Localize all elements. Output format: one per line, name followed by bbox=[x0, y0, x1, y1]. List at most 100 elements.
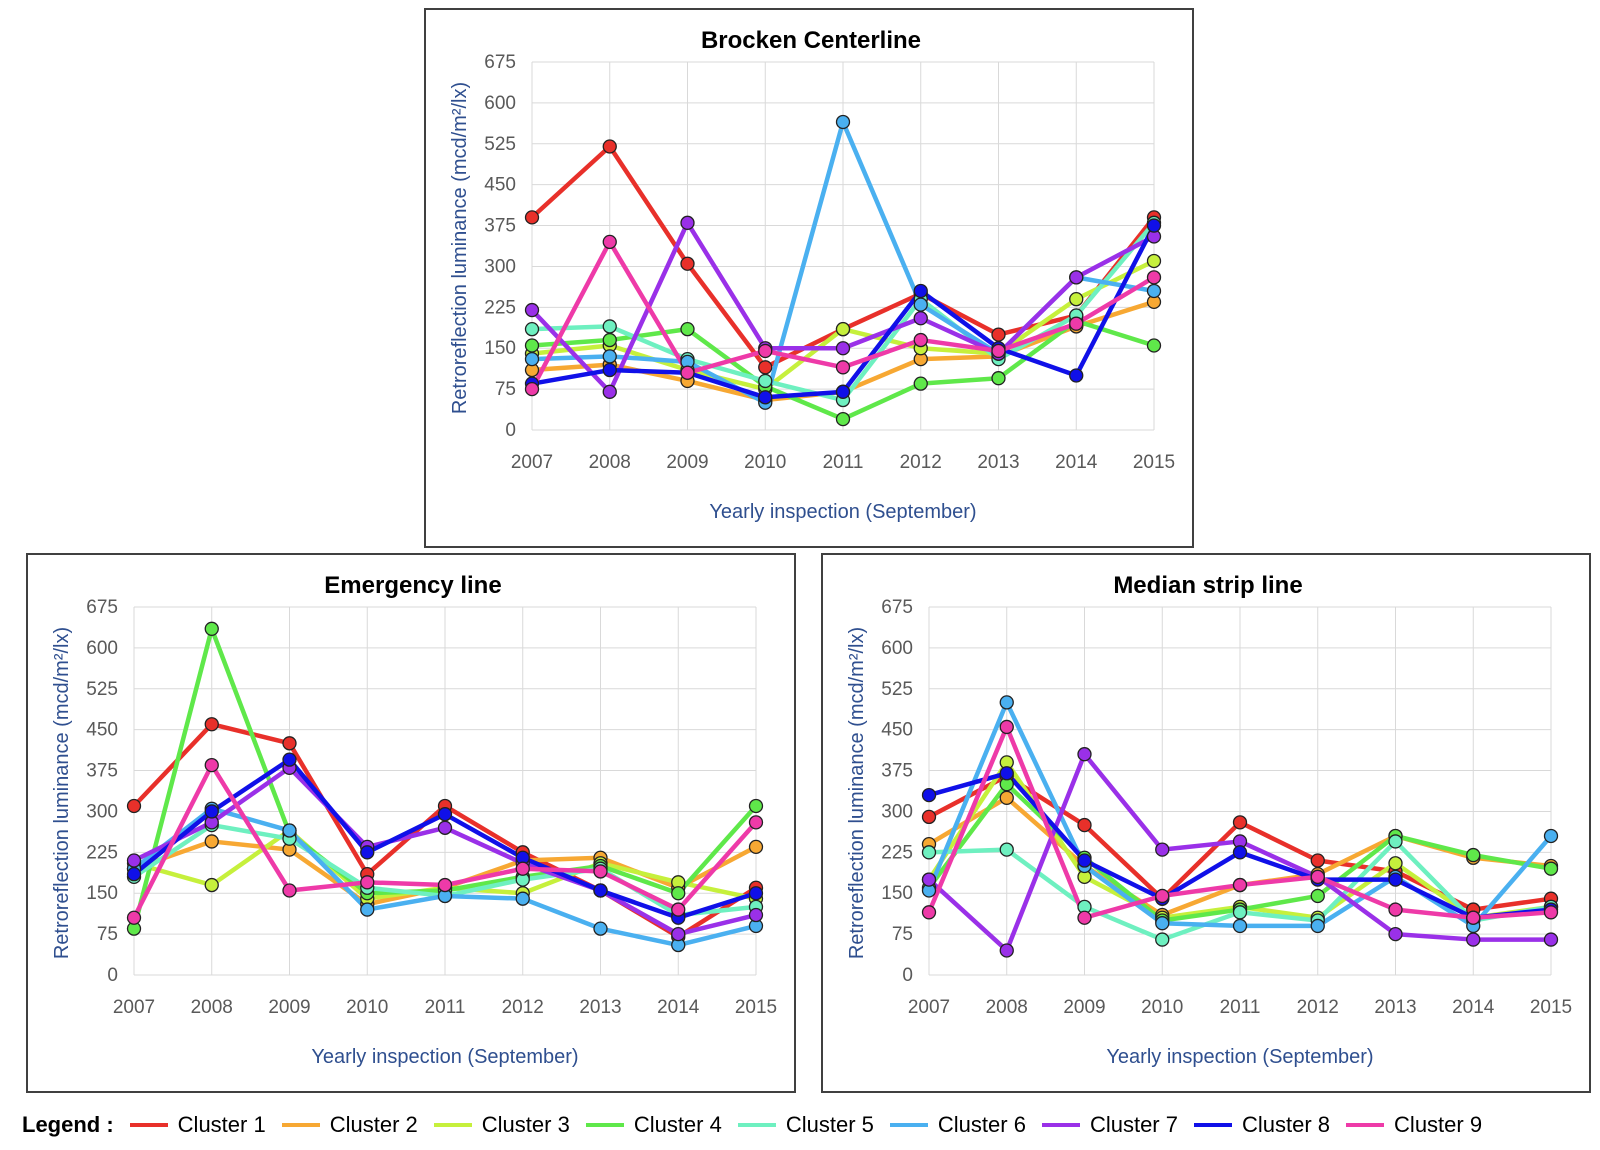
data-point bbox=[360, 845, 375, 860]
chart-panel-median-strip-line: Median strip line 0 75 150 225 300 375 450 525 60… bbox=[821, 553, 1591, 1093]
data-point bbox=[1543, 932, 1559, 947]
legend: Legend : Cluster 1 Cluster 2 Cluster 3 C… bbox=[22, 1108, 1498, 1142]
data-point bbox=[680, 321, 695, 337]
data-point bbox=[835, 384, 851, 399]
data-point bbox=[204, 804, 219, 819]
data-point bbox=[1069, 292, 1084, 307]
data-point bbox=[991, 327, 1006, 342]
data-point bbox=[1466, 932, 1481, 947]
y-tick-label: 225 bbox=[881, 842, 913, 863]
data-point bbox=[1077, 817, 1092, 833]
data-point bbox=[913, 311, 928, 326]
legend-label: Cluster 8 bbox=[1242, 1112, 1331, 1137]
x-tick-label: 2011 bbox=[1220, 997, 1261, 1018]
legend-item-cluster-9: Cluster 9 bbox=[1346, 1112, 1482, 1138]
legend-swatch bbox=[1041, 1123, 1080, 1127]
data-point bbox=[204, 757, 219, 773]
data-point bbox=[1310, 918, 1325, 934]
data-point bbox=[758, 390, 773, 405]
legend-swatch bbox=[585, 1123, 624, 1127]
x-tick-label: 2013 bbox=[977, 452, 1019, 473]
x-axis-label: Yearly inspection (September) bbox=[311, 1046, 578, 1068]
data-point bbox=[921, 905, 937, 920]
y-tick-label: 600 bbox=[86, 638, 118, 659]
legend-swatch bbox=[129, 1123, 168, 1127]
data-point bbox=[1155, 842, 1170, 857]
legend-swatch bbox=[889, 1123, 928, 1127]
data-point bbox=[1146, 218, 1162, 233]
data-point bbox=[913, 332, 928, 348]
y-tick-label: 600 bbox=[484, 93, 516, 114]
data-point bbox=[748, 886, 764, 901]
x-tick-label: 2011 bbox=[823, 452, 864, 473]
data-point bbox=[835, 114, 851, 130]
data-point bbox=[758, 343, 773, 359]
x-tick-label: 2012 bbox=[900, 452, 942, 473]
data-point bbox=[835, 341, 851, 356]
data-point bbox=[602, 332, 617, 348]
x-tick-label: 2010 bbox=[744, 452, 786, 473]
data-point bbox=[602, 362, 617, 378]
legend-swatch bbox=[281, 1123, 320, 1127]
legend-label: Cluster 6 bbox=[937, 1112, 1026, 1137]
y-tick-label: 675 bbox=[86, 597, 118, 618]
data-point bbox=[748, 815, 764, 830]
data-point bbox=[1543, 905, 1559, 920]
data-point bbox=[1310, 869, 1325, 885]
x-tick-label: 2009 bbox=[666, 452, 708, 473]
legend-item-cluster-8: Cluster 8 bbox=[1194, 1112, 1330, 1138]
data-point bbox=[999, 790, 1014, 805]
legend-label: Cluster 9 bbox=[1394, 1112, 1483, 1137]
x-tick-label: 2007 bbox=[511, 452, 553, 473]
data-point bbox=[835, 411, 851, 427]
x-tick-label: 2012 bbox=[502, 997, 544, 1018]
legend-item-cluster-7: Cluster 7 bbox=[1041, 1112, 1178, 1138]
y-tick-label: 600 bbox=[881, 638, 913, 659]
legend-label: Cluster 2 bbox=[329, 1112, 418, 1137]
data-point bbox=[1310, 853, 1325, 868]
legend-item-cluster-2: Cluster 2 bbox=[281, 1112, 418, 1138]
y-tick-label: 75 bbox=[97, 924, 118, 945]
data-point bbox=[1466, 910, 1481, 925]
data-point bbox=[680, 256, 695, 271]
data-point bbox=[1543, 861, 1559, 876]
chart-emergency-line: Emergency line 0 75 150 225 300 375 450 525 600 67… bbox=[51, 572, 777, 1068]
legend-label: Cluster 3 bbox=[481, 1112, 570, 1137]
legend-swatch bbox=[1194, 1123, 1232, 1127]
data-point bbox=[602, 349, 617, 364]
legend-item-cluster-6: Cluster 6 bbox=[889, 1112, 1026, 1138]
data-point bbox=[602, 234, 617, 250]
x-tick-label: 2009 bbox=[1063, 997, 1105, 1018]
data-point bbox=[204, 717, 219, 732]
data-point bbox=[1069, 368, 1084, 383]
data-point bbox=[671, 926, 686, 942]
legend-item-cluster-4: Cluster 4 bbox=[585, 1112, 722, 1138]
y-tick-label: 0 bbox=[505, 420, 516, 441]
data-point bbox=[999, 766, 1014, 781]
data-point bbox=[515, 891, 530, 906]
x-tick-label: 2011 bbox=[425, 997, 466, 1018]
data-point bbox=[360, 875, 375, 890]
x-tick-label: 2008 bbox=[589, 452, 631, 473]
data-point bbox=[999, 695, 1014, 710]
x-tick-label: 2013 bbox=[1374, 997, 1416, 1018]
data-point bbox=[1466, 847, 1481, 863]
data-point bbox=[1155, 916, 1170, 931]
y-axis-label: Retroreflection luminance (mcd/m²/lx) bbox=[846, 627, 868, 959]
data-point bbox=[204, 621, 219, 636]
data-point bbox=[1232, 845, 1248, 860]
data-point bbox=[1077, 910, 1092, 925]
legend-label: Cluster 4 bbox=[633, 1112, 722, 1137]
x-tick-label: 2013 bbox=[579, 997, 621, 1018]
data-point bbox=[1077, 853, 1092, 868]
data-point bbox=[913, 297, 928, 312]
data-point bbox=[593, 883, 608, 898]
x-tick-label: 2007 bbox=[113, 997, 155, 1018]
data-point bbox=[835, 360, 851, 375]
data-point bbox=[1146, 270, 1162, 285]
data-point bbox=[991, 371, 1006, 386]
x-tick-label: 2015 bbox=[1133, 452, 1175, 473]
legend-item-cluster-5: Cluster 5 bbox=[737, 1112, 874, 1138]
data-point bbox=[1155, 932, 1170, 947]
data-point bbox=[913, 376, 928, 391]
